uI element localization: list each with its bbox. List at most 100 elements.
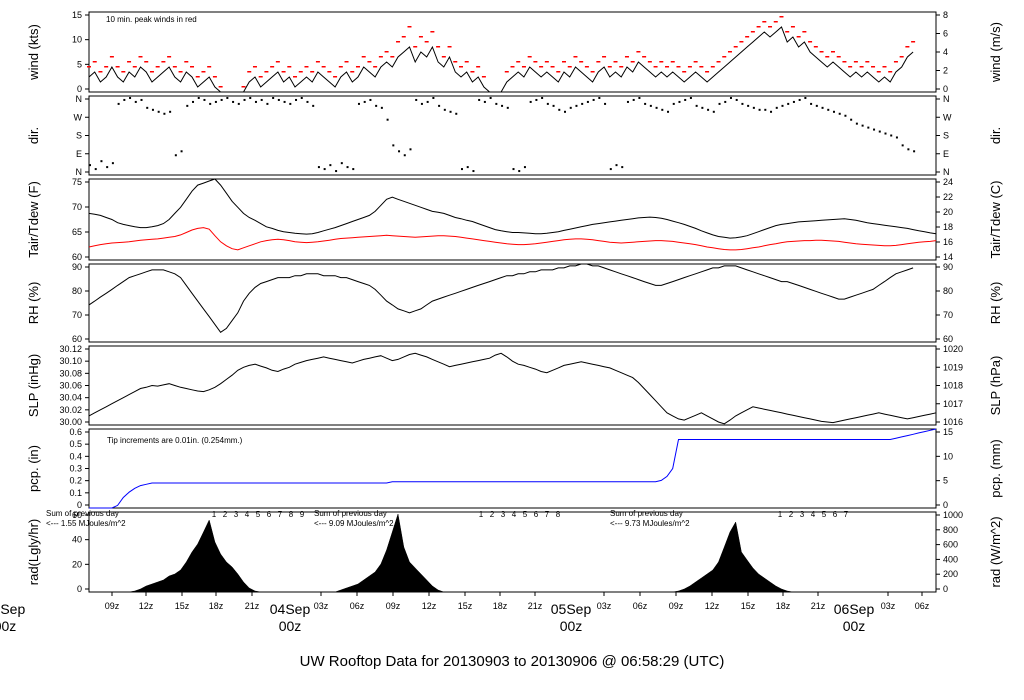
dir-point xyxy=(157,110,160,113)
dir-point xyxy=(472,170,475,173)
hour-marker: 1 xyxy=(212,510,217,519)
y-tick-label-right: 1000 xyxy=(943,510,963,520)
dir-point xyxy=(203,98,206,101)
dir-point xyxy=(861,124,864,127)
peak-wind-mark xyxy=(190,66,195,68)
dir-point xyxy=(386,118,389,121)
hour-marker: 5 xyxy=(523,510,528,519)
peak-wind-mark xyxy=(613,61,618,63)
peak-wind-mark xyxy=(722,56,727,58)
day-label-hour: 00z xyxy=(279,618,302,634)
y-tick-label-left: 0 xyxy=(77,584,82,594)
y-tick-label-right: 4 xyxy=(943,47,948,57)
dir-point xyxy=(558,108,561,111)
peak-wind-mark xyxy=(527,56,532,58)
peak-wind-mark xyxy=(705,71,710,73)
dir-point xyxy=(781,104,784,107)
hour-marker: 5 xyxy=(822,510,827,519)
series-line-wind xyxy=(88,26,914,93)
peak-wind-mark xyxy=(464,61,469,63)
day-label-hour: 00z xyxy=(0,618,16,634)
dir-point xyxy=(541,96,544,99)
dir-point xyxy=(523,166,526,169)
y-tick-label-left: 80 xyxy=(72,286,82,296)
dir-point xyxy=(529,100,532,103)
x-tick-label: 09z xyxy=(105,601,120,611)
peak-wind-mark xyxy=(871,66,876,68)
peak-wind-mark xyxy=(361,56,366,58)
y-label-left: dir. xyxy=(26,127,41,144)
y-tick-label-right: 20 xyxy=(943,207,953,217)
peak-wind-mark xyxy=(333,76,338,78)
dir-point xyxy=(787,102,790,105)
x-tick-label: 18z xyxy=(776,601,791,611)
peak-wind-mark xyxy=(367,61,372,63)
hour-marker: 2 xyxy=(223,510,228,519)
dir-point xyxy=(804,96,807,99)
x-tick-label: 12z xyxy=(705,601,720,611)
wind-annotation: 10 min. peak winds in red xyxy=(106,15,197,24)
y-tick-label-right: 8 xyxy=(943,10,948,20)
dir-point xyxy=(518,170,521,173)
dir-point xyxy=(306,100,309,103)
peak-wind-mark xyxy=(699,66,704,68)
peak-wind-mark xyxy=(533,61,538,63)
peak-wind-mark xyxy=(247,71,252,73)
peak-wind-mark xyxy=(579,61,584,63)
y-tick-label-left: 70 xyxy=(72,310,82,320)
peak-wind-mark xyxy=(539,66,544,68)
y-tick-label-right: 200 xyxy=(943,569,958,579)
peak-wind-mark xyxy=(104,66,109,68)
peak-wind-mark xyxy=(676,66,681,68)
dir-point xyxy=(506,106,509,109)
dir-point xyxy=(615,164,618,167)
y-tick-label-left: 20 xyxy=(72,559,82,569)
series-line-SLP xyxy=(88,352,937,425)
peak-wind-mark xyxy=(785,31,790,33)
peak-wind-mark xyxy=(149,71,154,73)
rad-sum-title: Sum of previous day xyxy=(314,509,387,518)
x-tick-label: 06z xyxy=(915,601,930,611)
dir-point xyxy=(220,98,223,101)
peak-wind-mark xyxy=(430,31,435,33)
peak-wind-mark xyxy=(407,26,412,28)
dir-point xyxy=(667,110,670,113)
y-tick-label-right: N xyxy=(943,94,950,104)
y-label-left: Tair/Tdew (F) xyxy=(26,181,41,258)
dir-point xyxy=(352,168,355,171)
dir-point xyxy=(403,154,406,157)
peak-wind-mark xyxy=(905,46,910,48)
peak-wind-mark xyxy=(825,56,830,58)
peak-wind-mark xyxy=(447,46,452,48)
x-tick-label: 03z xyxy=(881,601,896,611)
peak-wind-mark xyxy=(848,66,853,68)
peak-wind-mark xyxy=(424,41,429,43)
peak-wind-mark xyxy=(802,31,807,33)
peak-wind-mark xyxy=(201,71,206,73)
dir-point xyxy=(295,98,298,101)
y-tick-label-left: 15 xyxy=(72,10,82,20)
y-tick-label-right: 70 xyxy=(943,310,953,320)
peak-wind-mark xyxy=(819,51,824,53)
x-tick-label: 21z xyxy=(811,601,826,611)
hour-marker: 4 xyxy=(512,510,517,519)
dir-point xyxy=(266,102,269,105)
dir-point xyxy=(123,98,126,101)
dir-point xyxy=(426,100,429,103)
y-tick-label-left: 90 xyxy=(72,262,82,272)
dir-point xyxy=(243,98,246,101)
peak-wind-mark xyxy=(287,66,292,68)
peak-wind-mark xyxy=(92,61,97,63)
dir-point xyxy=(884,132,887,135)
peak-wind-mark xyxy=(258,76,263,78)
peak-wind-mark xyxy=(390,56,395,58)
dir-point xyxy=(317,166,320,169)
y-tick-label-left: 0.6 xyxy=(69,427,82,437)
dir-point xyxy=(758,108,761,111)
x-tick-label: 03z xyxy=(314,601,329,611)
y-label-right: SLP (hPa) xyxy=(988,356,1003,416)
peak-wind-mark xyxy=(132,66,137,68)
peak-wind-mark xyxy=(275,61,280,63)
peak-wind-mark xyxy=(355,66,360,68)
peak-wind-mark xyxy=(756,26,761,28)
